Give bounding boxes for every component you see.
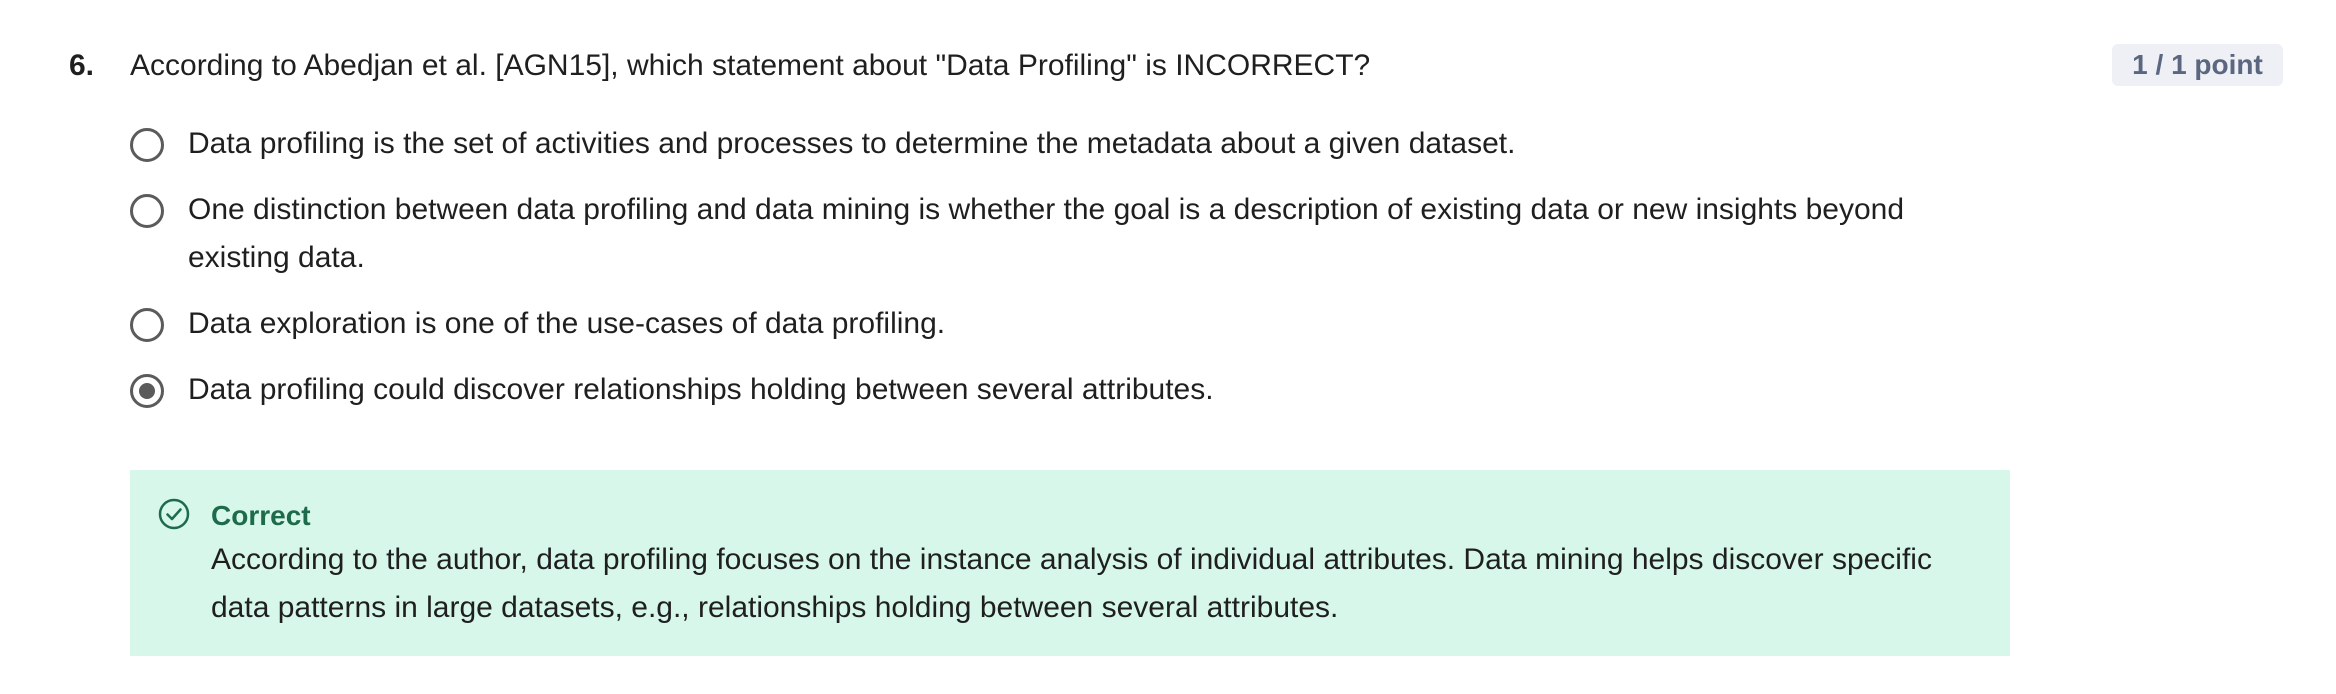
check-circle-icon <box>158 498 190 530</box>
radio-button[interactable] <box>130 194 164 228</box>
radio-button[interactable] <box>130 308 164 342</box>
feedback-text: According to the author, data profiling … <box>211 543 1932 624</box>
answer-option-label: Data profiling could discover relationsh… <box>188 373 1214 406</box>
answer-options: Data profiling is the set of activities … <box>130 126 2030 414</box>
feedback-title: Correct <box>211 500 311 531</box>
answer-option-1[interactable]: Data profiling is the set of activities … <box>130 126 2030 168</box>
answer-option-label: One distinction between data profiling a… <box>188 193 1905 274</box>
question-number: 6. <box>69 49 95 82</box>
answer-option-label: Data exploration is one of the use-cases… <box>188 307 946 340</box>
feedback-panel: Correct According to the author, data pr… <box>130 470 2010 656</box>
answer-option-3[interactable]: Data exploration is one of the use-cases… <box>130 306 2030 348</box>
answer-option-label: Data profiling is the set of activities … <box>188 127 1516 160</box>
answer-option-4[interactable]: Data profiling could discover relationsh… <box>130 372 2030 414</box>
question-text: According to Abedjan et al. [AGN15], whi… <box>130 49 1371 82</box>
answer-option-2[interactable]: One distinction between data profiling a… <box>130 192 2030 282</box>
radio-button[interactable] <box>130 128 164 162</box>
points-badge: 1 / 1 point <box>2112 44 2283 86</box>
radio-button-selected[interactable] <box>130 374 164 408</box>
